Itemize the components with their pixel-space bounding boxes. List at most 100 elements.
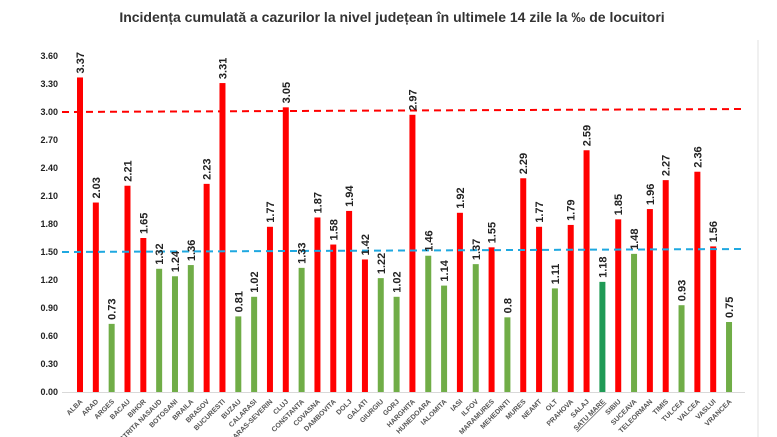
bar-olt (551, 288, 558, 392)
value-label: 1.92 (455, 187, 467, 208)
value-labels: 3.37 2.03 0.73 2.21 1.65 1.32 1.24 1.36 2.23 3.31… (75, 52, 736, 320)
bar-vrancea (726, 322, 733, 392)
bar-arad (92, 202, 99, 392)
bar-mures (520, 178, 527, 392)
value-label: 2.27 (661, 155, 673, 176)
value-label: 2.03 (91, 177, 103, 198)
bar-dambovita (330, 244, 337, 392)
value-label: 1.46 (423, 230, 435, 251)
value-label: 0.75 (724, 297, 736, 318)
bar-covasna (314, 217, 321, 392)
value-label: 1.02 (392, 271, 404, 292)
bar-ialomita (441, 285, 448, 392)
y-tick-label: 1.20 (40, 275, 58, 285)
value-label: 1.11 (550, 264, 562, 285)
bar-bucuresti (219, 83, 226, 393)
value-label: 1.77 (534, 201, 546, 222)
y-tick-label: 2.40 (40, 163, 58, 173)
y-tick-label: 3.30 (40, 79, 58, 89)
bar-cluj (282, 107, 289, 392)
bar-constanta (298, 267, 305, 392)
value-label: 2.97 (407, 89, 419, 110)
bar-bacau (124, 185, 131, 392)
value-label: 1.94 (344, 185, 356, 207)
value-label: 1.32 (154, 243, 166, 264)
value-label: 0.8 (502, 298, 514, 313)
y-axis: 0.00 0.30 0.60 0.90 1.20 1.50 1.80 2.10 2.40 2.70… (40, 51, 58, 397)
y-tick-label: 0.60 (40, 331, 58, 341)
value-label: 1.58 (328, 219, 340, 240)
threshold-line-1-5 (61, 248, 746, 253)
value-label: 2.23 (202, 158, 214, 179)
value-label: 1.33 (297, 242, 309, 263)
bar-braila (187, 265, 194, 392)
value-label: 1.87 (312, 192, 324, 213)
value-label: 3.31 (217, 58, 229, 79)
bar-bihor (140, 238, 147, 392)
value-label: 2.29 (518, 153, 530, 174)
value-label: 1.14 (439, 259, 451, 281)
bar-arges (108, 323, 115, 392)
bar-dolj (346, 210, 353, 392)
value-label: 1.02 (249, 271, 261, 292)
threshold-lines (61, 108, 746, 253)
bars (77, 77, 733, 393)
bar-calarasi (251, 296, 258, 392)
value-label: 3.05 (281, 82, 293, 103)
bar-valcea (694, 171, 701, 392)
value-label: 1.77 (265, 201, 277, 222)
value-label: 1.37 (471, 239, 483, 260)
bar-iasi (456, 212, 463, 392)
bar-teleorman (646, 209, 653, 392)
value-label: 1.48 (629, 228, 641, 249)
bar-maramures (488, 247, 495, 392)
chart-title: Incidența cumulată a cazurilor la nivel … (119, 9, 664, 25)
bar-prahova (567, 224, 574, 392)
value-label: 1.55 (487, 222, 499, 243)
bar-botosani (171, 276, 178, 392)
threshold-line-3 (61, 108, 746, 113)
value-label: 2.21 (122, 160, 134, 181)
bar-mehedinti (504, 317, 511, 392)
bar-hunedoara (425, 255, 432, 392)
bar-suceava (631, 253, 638, 392)
bar-gorj (393, 296, 400, 392)
value-label: 1.22 (376, 253, 388, 274)
value-label: 0.73 (107, 298, 119, 319)
value-label: 0.93 (677, 280, 689, 301)
bar-buzau (235, 316, 242, 392)
bar-salaj (583, 150, 590, 392)
value-label: 1.42 (360, 234, 372, 255)
y-tick-label: 2.70 (40, 135, 58, 145)
bar-harghita (409, 114, 416, 393)
bar-giurgiu (377, 278, 384, 392)
value-label: 2.36 (692, 146, 704, 167)
value-label: 1.79 (566, 200, 578, 221)
bar-satu-mare (599, 281, 606, 392)
value-label: 3.37 (75, 52, 87, 73)
value-label: 1.36 (186, 240, 198, 261)
y-tick-label: 1.50 (40, 247, 58, 257)
bar-timis (662, 180, 669, 392)
bar-caras-severin (266, 226, 273, 392)
value-label: 0.81 (233, 291, 245, 312)
bar-sibiu (615, 219, 622, 392)
value-label: 2.59 (582, 125, 594, 146)
bar-tulcea (678, 305, 685, 392)
y-tick-label: 3.60 (40, 51, 58, 61)
value-label: 1.96 (645, 184, 657, 205)
bar-neamt (536, 226, 543, 392)
y-tick-label: 2.10 (40, 191, 58, 201)
y-tick-label: 0.90 (40, 303, 58, 313)
bar-vaslui (710, 246, 717, 392)
value-label: 1.56 (708, 221, 720, 242)
y-tick-label: 0.30 (40, 359, 58, 369)
value-label: 1.65 (138, 213, 150, 234)
value-label: 1.24 (170, 250, 182, 272)
value-label: 1.85 (613, 194, 625, 215)
bar-ilfov (472, 264, 479, 392)
y-tick-label: 0.00 (40, 387, 58, 397)
value-label: 1.18 (597, 256, 609, 277)
